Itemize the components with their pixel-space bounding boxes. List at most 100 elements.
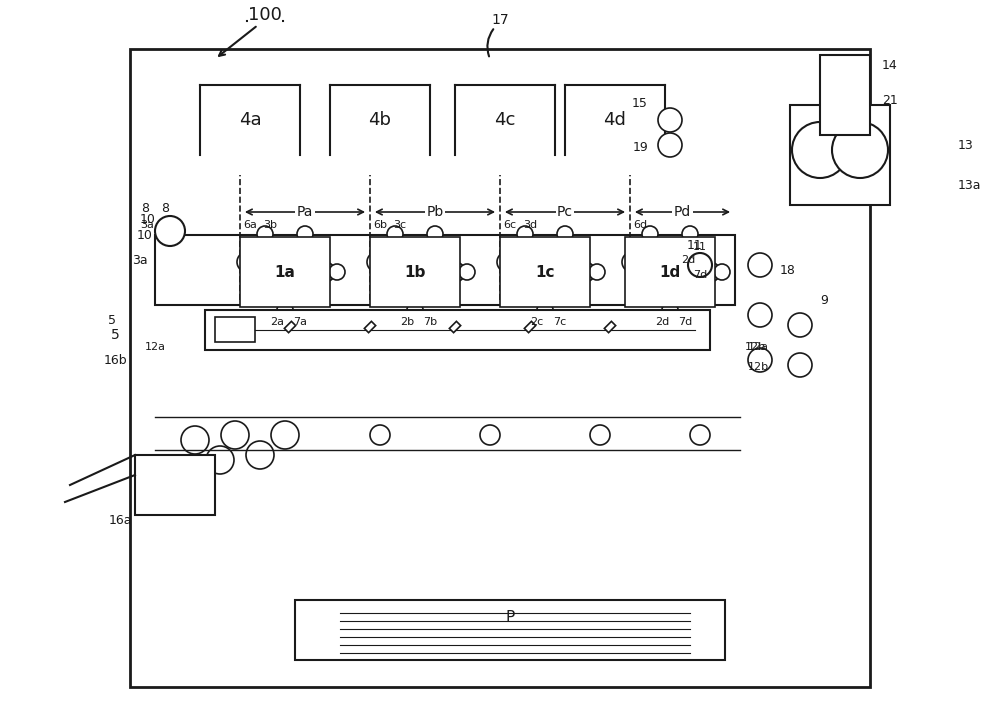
Text: 3d: 3d [523, 220, 537, 230]
Text: 6d: 6d [633, 220, 647, 230]
Circle shape [700, 262, 720, 282]
Circle shape [297, 226, 313, 242]
Text: 2d: 2d [681, 255, 695, 265]
Circle shape [792, 122, 848, 178]
Circle shape [658, 108, 682, 132]
Circle shape [367, 252, 387, 272]
Text: 21: 21 [882, 94, 898, 107]
Text: 1a: 1a [275, 265, 295, 280]
Bar [215, 317, 255, 342]
Circle shape [590, 425, 610, 445]
Text: 7d: 7d [693, 270, 707, 280]
Circle shape [221, 421, 249, 449]
Bar [240, 237, 330, 307]
Text: 15: 15 [632, 97, 648, 109]
Text: 5: 5 [111, 328, 119, 342]
Circle shape [688, 253, 712, 277]
Circle shape [690, 425, 710, 445]
Text: Pd: Pd [674, 205, 691, 219]
Text: 2a: 2a [270, 317, 284, 327]
Circle shape [181, 426, 209, 454]
Text: 12b: 12b [744, 342, 766, 352]
Circle shape [315, 262, 335, 282]
Text: 13: 13 [958, 139, 974, 152]
Bar [135, 455, 215, 515]
Text: 13a: 13a [958, 179, 982, 192]
Circle shape [515, 242, 575, 302]
Text: 6a: 6a [243, 220, 257, 230]
Text: 4c: 4c [494, 111, 516, 129]
Bar [790, 105, 890, 205]
Circle shape [329, 264, 345, 280]
Bar [370, 237, 460, 307]
Text: 3c: 3c [393, 220, 407, 230]
Text: 7a: 7a [293, 317, 307, 327]
Circle shape [385, 242, 445, 302]
Circle shape [640, 242, 700, 302]
Bar [500, 237, 590, 307]
Circle shape [255, 242, 315, 302]
Text: 14: 14 [882, 59, 898, 72]
Bar [625, 237, 715, 307]
Circle shape [788, 313, 812, 337]
Text: 7c: 7c [553, 317, 567, 327]
Text: 16a: 16a [108, 513, 132, 526]
Text: 1b: 1b [404, 265, 426, 280]
Text: 100: 100 [248, 6, 282, 24]
Circle shape [271, 421, 299, 449]
Text: 2c: 2c [530, 317, 544, 327]
Circle shape [387, 226, 403, 242]
Circle shape [257, 226, 273, 242]
Text: 12b: 12b [747, 362, 769, 372]
Circle shape [427, 226, 443, 242]
Text: 4b: 4b [369, 111, 392, 129]
Text: 8: 8 [161, 202, 169, 214]
Bar [205, 310, 710, 350]
Text: 7d: 7d [678, 317, 692, 327]
Circle shape [459, 264, 475, 280]
Text: 9: 9 [820, 293, 828, 307]
Bar [130, 49, 870, 687]
Bar [449, 321, 461, 332]
Text: 3a: 3a [140, 220, 154, 230]
Circle shape [589, 264, 605, 280]
Circle shape [445, 262, 465, 282]
Text: 18: 18 [780, 264, 796, 277]
Circle shape [575, 262, 595, 282]
Circle shape [658, 133, 682, 157]
Text: 4d: 4d [604, 111, 626, 129]
Circle shape [237, 252, 257, 272]
Circle shape [682, 226, 698, 242]
Circle shape [714, 264, 730, 280]
Circle shape [155, 216, 185, 246]
Text: 16b: 16b [103, 353, 127, 367]
Text: 6c: 6c [503, 220, 517, 230]
Circle shape [642, 226, 658, 242]
Text: 4a: 4a [239, 111, 261, 129]
Bar [295, 600, 725, 660]
Circle shape [662, 302, 678, 318]
Bar [820, 55, 870, 135]
Text: 1d: 1d [659, 265, 681, 280]
Circle shape [622, 252, 642, 272]
Text: 10: 10 [137, 229, 153, 242]
Text: 11: 11 [687, 239, 703, 252]
Bar [155, 235, 735, 305]
Circle shape [206, 446, 234, 474]
Text: 3a: 3a [132, 254, 148, 267]
Circle shape [537, 302, 553, 318]
Text: 8: 8 [141, 202, 149, 214]
Text: Pc: Pc [557, 205, 573, 219]
Text: 11: 11 [693, 242, 707, 252]
Circle shape [788, 353, 812, 377]
Text: Pb: Pb [426, 205, 444, 219]
Circle shape [480, 425, 500, 445]
Text: 3b: 3b [263, 220, 277, 230]
Bar [364, 321, 376, 332]
Text: Pa: Pa [297, 205, 313, 219]
Text: 5: 5 [108, 313, 116, 327]
Bar [284, 321, 296, 332]
Text: 2d: 2d [655, 317, 669, 327]
Text: 17: 17 [491, 13, 509, 27]
Bar [524, 321, 536, 332]
